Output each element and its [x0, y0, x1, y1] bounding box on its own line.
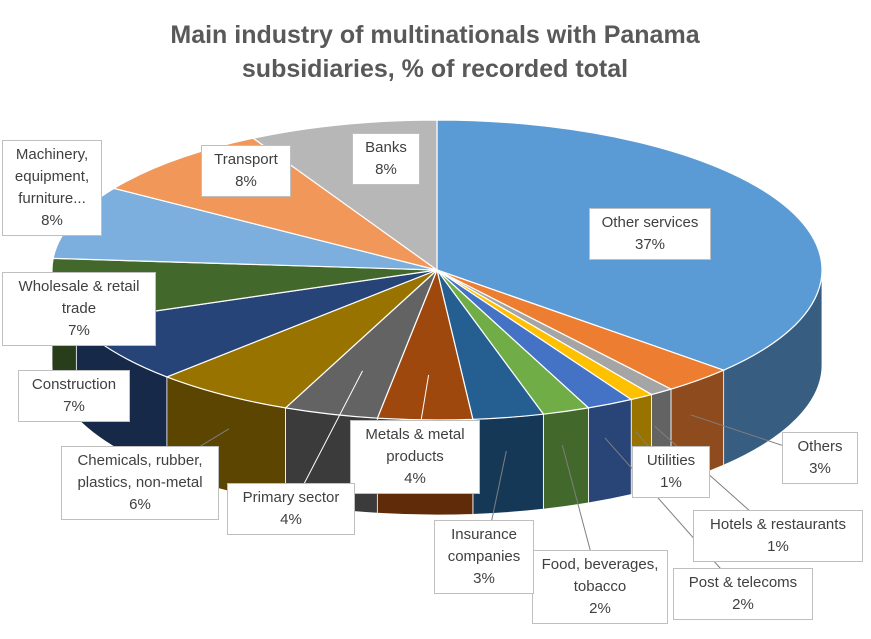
leader-line: [604, 437, 744, 595]
data-label: Insurance companies 3%: [434, 520, 534, 594]
value-label: 3%: [473, 570, 495, 587]
data-label: Utilities 1%: [632, 446, 710, 498]
value-label: 4%: [280, 511, 302, 528]
value-label: 7%: [68, 322, 90, 339]
data-label: Banks 8%: [352, 133, 420, 185]
value-label: 1%: [767, 538, 789, 555]
data-label: Other services 37%: [589, 208, 711, 260]
data-label: Primary sector 4%: [227, 483, 355, 535]
category-label: Other services: [601, 214, 699, 231]
value-label: 37%: [634, 236, 666, 253]
data-label: Chemicals, rubber, plastics, non-metal 6%: [61, 446, 219, 520]
category-label: Insurance companies: [447, 526, 521, 565]
data-label: Hotels & restaurants 1%: [693, 510, 863, 562]
data-label: Post & telecoms 2%: [673, 568, 813, 620]
data-label: Wholesale & retail trade 7%: [2, 272, 156, 346]
data-label: Machinery, equipment, furniture... 8%: [2, 140, 102, 236]
category-label: Food, beverages, tobacco: [541, 556, 659, 595]
category-label: Metals & metal products: [365, 426, 465, 465]
value-label: 8%: [375, 161, 397, 178]
category-label: Others: [797, 438, 843, 455]
category-label: Hotels & restaurants: [710, 516, 846, 533]
chart-title: Main industry of multinationals with Pan…: [170, 21, 700, 83]
slice: [112, 137, 438, 271]
value-label: 6%: [129, 496, 151, 513]
value-label: 2%: [732, 596, 754, 613]
value-label: 3%: [809, 460, 831, 477]
category-label: Transport: [214, 151, 278, 168]
category-label: Banks: [365, 139, 407, 156]
value-label: 8%: [235, 173, 257, 190]
category-label: Post & telecoms: [688, 574, 798, 591]
category-label: Utilities: [646, 452, 696, 469]
data-label: Food, beverages, tobacco 2%: [532, 550, 668, 624]
category-label: Construction: [31, 376, 117, 393]
category-label: Wholesale & retail trade: [18, 278, 140, 317]
data-label: Metals & metal products 4%: [350, 420, 480, 494]
category-label: Primary sector: [242, 489, 340, 506]
slice: [165, 269, 438, 409]
value-label: 4%: [404, 470, 426, 487]
data-label: Others 3%: [782, 432, 858, 484]
category-label: Machinery, equipment, furniture...: [14, 146, 90, 207]
value-label: 8%: [41, 212, 63, 229]
slice-side: [588, 399, 632, 504]
slice-side: [472, 413, 544, 515]
data-label: Transport 8%: [201, 145, 291, 197]
value-label: 1%: [660, 474, 682, 491]
category-label: Chemicals, rubber, plastics, non-metal: [77, 452, 203, 491]
data-label: Construction 7%: [18, 370, 130, 422]
value-label: 7%: [63, 398, 85, 415]
value-label: 2%: [589, 600, 611, 617]
